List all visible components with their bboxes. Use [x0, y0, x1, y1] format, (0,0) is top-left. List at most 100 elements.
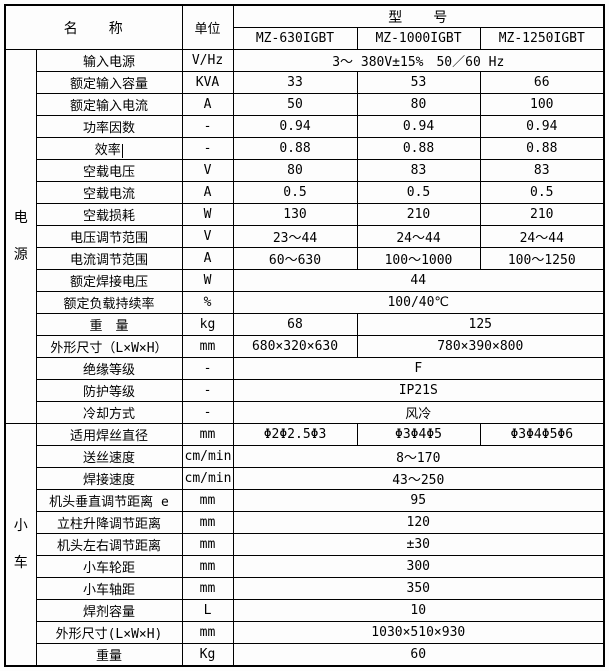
param-unit-cell: cm/min — [181, 445, 234, 468]
param-name-cell: 输入电源 — [35, 49, 183, 72]
param-name-cell: 重量 — [35, 643, 183, 667]
param-name-cell: 外形尺寸（L×W×H） — [35, 335, 183, 358]
spec-row: 外形尺寸（L×W×H） mm 680×320×630 780×390×800 — [5, 335, 605, 358]
param-value-cell: 130 — [232, 203, 358, 226]
param-name-cell: 空载损耗 — [35, 203, 183, 226]
param-unit-cell: mm — [181, 555, 234, 578]
param-value-cell: 8～170 — [232, 445, 605, 468]
param-value-cell: 0.5 — [232, 181, 358, 204]
spec-row: 机头左右调节距离 mm ±30 — [5, 533, 605, 556]
param-value-cell: Φ2Φ2.5Φ3 — [232, 423, 358, 446]
param-name-label: 电压调节范围 — [69, 231, 148, 246]
spec-row: 功率因数 -0.94 0.94 0.94 — [5, 115, 605, 138]
param-name-cell: 电压调节范围 — [35, 225, 183, 248]
param-unit-cell: W — [181, 203, 234, 226]
param-name-cell: 立柱升降调节距离 — [35, 511, 183, 534]
param-unit-cell: A — [181, 93, 234, 116]
param-name-label: 外形尺寸(L×W×H) — [55, 627, 163, 642]
param-value-cell: 780×390×800 — [356, 335, 605, 358]
spec-row: 机头垂直调节距离 e mm 95 — [5, 489, 605, 512]
param-name-cell: 外形尺寸(L×W×H) — [35, 621, 183, 644]
param-name-label: 额定焊接电压 — [69, 275, 148, 290]
param-value-cell: 100/40℃ — [232, 291, 605, 314]
spec-row: 空载电流 A 0.5 0.5 0.5 — [5, 181, 605, 204]
param-name-cell: 空载电流 — [35, 181, 183, 204]
param-unit-cell: - — [181, 357, 234, 380]
param-value-cell: 68 — [232, 313, 358, 336]
param-name-label: 外形尺寸（L×W×H） — [50, 341, 168, 356]
spec-row: 额定负载持续率% 100/40℃ — [5, 291, 605, 314]
section-label-power-source: 电源 — [4, 49, 37, 424]
param-unit-cell: V — [181, 225, 234, 248]
param-name-label: 防护等级 — [82, 385, 135, 400]
param-name-cell: 功率因数 — [35, 115, 183, 138]
param-name-cell: 额定负载持续率 — [35, 291, 183, 314]
param-value-cell: 210 — [356, 203, 481, 226]
spec-row: 电源 输入电源 V/Hz 3～ 380V±15% 50／60 Hz — [4, 49, 605, 424]
param-value-cell: IP21S — [232, 379, 605, 402]
spec-row: 电流调节范围 A 60～630 100～1000 100～1250 — [5, 247, 605, 270]
param-name-cell: 冷却方式 — [35, 401, 183, 424]
param-unit-cell: kg — [181, 313, 234, 336]
spec-table: 名 称 单位 型 号 MZ-630IGBT MZ-1000IGBT MZ-1250I… — [4, 4, 606, 667]
param-value-cell: 300 — [232, 555, 605, 578]
param-unit-cell: mm — [181, 577, 234, 600]
param-name-cell: 小车轴距 — [35, 577, 183, 600]
param-unit-cell: - — [181, 379, 234, 402]
param-unit-cell: mm — [181, 621, 234, 644]
param-name-cell: 绝缘等级 — [35, 357, 183, 380]
spec-row: 额定输入容量 KVA 33 53 66 — [5, 71, 605, 94]
param-name-label: 送丝速度 — [82, 451, 135, 466]
param-unit-cell: KVA — [181, 71, 234, 94]
param-name-label: 机头垂直调节距离 e — [49, 495, 169, 510]
param-value-cell: 33 — [232, 71, 358, 94]
unit-column-header: 单位 — [181, 4, 234, 50]
param-value-cell: 100 — [479, 93, 605, 116]
param-name-label: 效率 — [94, 143, 121, 158]
param-name-label: 空载电压 — [82, 165, 135, 180]
spec-row: 重 量 kg 68 125 — [5, 313, 605, 336]
param-value-cell: 23～44 — [232, 225, 358, 248]
param-name-cell: 焊接速度 — [35, 467, 183, 490]
text-cursor — [121, 144, 124, 158]
param-unit-cell: Kg — [181, 643, 234, 667]
param-value-cell: 60 — [232, 643, 605, 667]
param-unit-cell: - — [181, 115, 234, 138]
spec-row: 绝缘等级 - F — [5, 357, 605, 380]
param-value-cell: 3～ 380V±15% 50／60 Hz — [232, 49, 605, 72]
param-value-cell: 0.94 — [232, 115, 358, 138]
param-unit-cell: mm — [181, 335, 234, 358]
spec-row: 空载电压 V 80 83 83 — [5, 159, 605, 182]
param-name-label: 空载损耗 — [82, 209, 135, 224]
param-value-cell: 680×320×630 — [232, 335, 358, 358]
spec-row: 额定焊接电压 W 44 — [5, 269, 605, 292]
param-name-label: 重 量 — [89, 319, 129, 334]
param-value-cell: 0.94 — [356, 115, 481, 138]
spec-row: 空载损耗 W 130 210 210 — [5, 203, 605, 226]
spec-row: 小车轴距 mm 350 — [5, 577, 605, 600]
param-value-cell: 0.5 — [356, 181, 481, 204]
section-label-trolley: 小车 — [4, 423, 37, 667]
param-value-cell: 50 — [232, 93, 358, 116]
param-name-label: 额定输入电流 — [69, 99, 148, 114]
param-name-cell: 额定焊接电压 — [35, 269, 183, 292]
param-value-cell: 风冷 — [232, 401, 605, 424]
spec-row: 小车轮距 mm 300 — [5, 555, 605, 578]
spec-row: 防护等级 - IP21S — [5, 379, 605, 402]
param-unit-cell: mm — [181, 489, 234, 512]
param-unit-cell: W — [181, 269, 234, 292]
param-unit-cell: % — [181, 291, 234, 314]
param-value-cell: 1030×510×930 — [232, 621, 605, 644]
param-name-label: 小车轴距 — [82, 583, 135, 598]
param-value-cell: 24～44 — [479, 225, 605, 248]
param-name-cell: 额定输入电流 — [35, 93, 183, 116]
param-name-cell: 送丝速度 — [35, 445, 183, 468]
param-name-label: 重量 — [95, 649, 122, 664]
model-name-1: MZ-630IGBT — [232, 27, 358, 50]
spec-row: 重量 Kg 60 — [5, 643, 605, 667]
param-value-cell: 100～1250 — [479, 247, 605, 270]
param-value-cell: 80 — [232, 159, 358, 182]
spec-row: 额定输入电流 A 50 80 100 — [5, 93, 605, 116]
param-value-cell: 95 — [232, 489, 605, 512]
param-name-label: 输入电源 — [82, 55, 135, 70]
